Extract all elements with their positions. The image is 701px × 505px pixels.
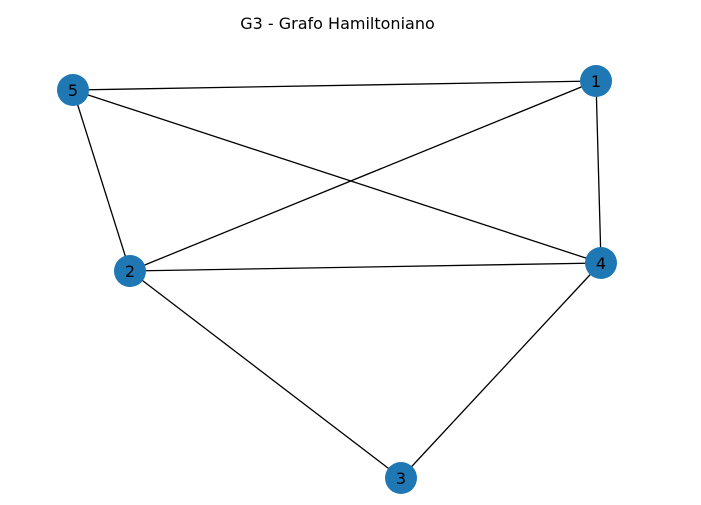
- nodes-layer: 1 2 3 4 5: [57, 65, 617, 494]
- edge-1-4: [595, 80, 602, 264]
- node-circle-2: [114, 255, 146, 287]
- node-circle-3: [385, 462, 417, 494]
- edge-4-3: [400, 262, 602, 479]
- node-2: 2: [114, 255, 146, 287]
- edge-5-2: [72, 89, 131, 272]
- node-label-4: 4: [596, 254, 606, 273]
- edge-1-2: [129, 80, 597, 272]
- node-label-1: 1: [591, 72, 601, 91]
- node-3: 3: [385, 462, 417, 494]
- edge-5-1: [72, 80, 597, 91]
- node-5: 5: [57, 74, 89, 106]
- node-label-2: 2: [125, 262, 135, 281]
- edges-layer: [72, 80, 602, 479]
- node-1: 1: [580, 65, 612, 97]
- edge-5-4: [72, 89, 602, 264]
- node-label-3: 3: [396, 469, 406, 488]
- node-circle-1: [580, 65, 612, 97]
- edge-2-4: [129, 262, 602, 272]
- node-circle-4: [585, 247, 617, 279]
- node-4: 4: [585, 247, 617, 279]
- node-label-5: 5: [68, 81, 78, 100]
- graph-title: G3 - Grafo Hamiltoniano: [240, 14, 435, 33]
- node-circle-5: [57, 74, 89, 106]
- edge-2-3: [129, 270, 402, 479]
